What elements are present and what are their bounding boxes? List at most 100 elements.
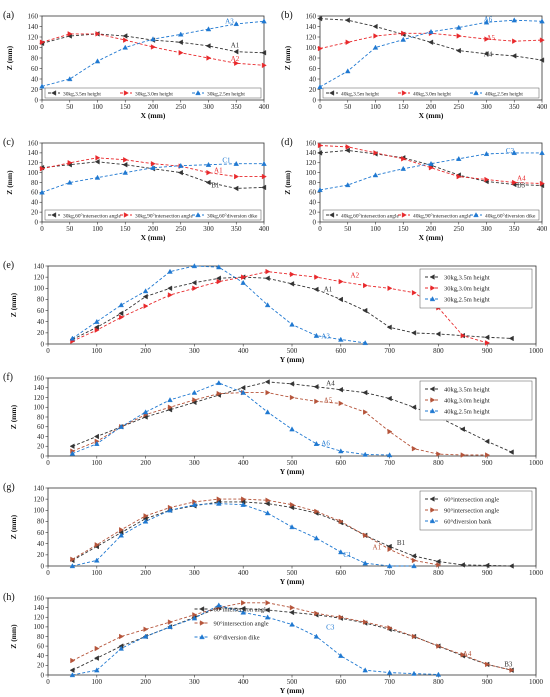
series-annotation: A4 — [326, 379, 335, 387]
data-point — [456, 24, 462, 30]
data-point — [387, 285, 393, 292]
legend-label: 30kg,2.5m height — [444, 297, 490, 304]
y-tick-label: 100 — [28, 44, 39, 52]
data-point — [289, 271, 295, 278]
y-tick-label: 120 — [306, 159, 317, 167]
data-point — [508, 335, 514, 342]
y-tick-label: 60 — [37, 423, 45, 431]
data-point — [338, 278, 344, 285]
y-tick-label: 160 — [28, 12, 39, 20]
data-point — [428, 28, 434, 34]
y-tick-label: 120 — [34, 614, 45, 622]
x-tick-label: 200 — [426, 103, 437, 111]
x-tick-label: 500 — [287, 347, 298, 355]
data-point — [261, 160, 267, 166]
legend-marker — [329, 90, 335, 96]
y-tick-label: 120 — [34, 394, 45, 402]
data-point — [337, 296, 343, 303]
legend-marker — [429, 408, 436, 414]
x-tick-label: 100 — [92, 347, 103, 355]
legend-box — [44, 87, 262, 99]
data-point — [387, 428, 393, 435]
x-axis-label: Y (mm) — [280, 467, 305, 476]
data-point — [119, 314, 125, 320]
legend-label: 40kg,2.5m height — [485, 91, 523, 97]
legend: 40kg,60°intersection angle 40kg,90°inters… — [322, 209, 540, 221]
data-point — [435, 671, 442, 677]
data-point — [69, 563, 76, 569]
data-point — [94, 318, 100, 324]
data-point — [118, 310, 124, 317]
data-point — [69, 335, 76, 341]
legend-marker — [473, 212, 479, 218]
legend-marker — [430, 507, 436, 513]
series-annotation: B1 — [397, 539, 406, 547]
x-tick-label: 100 — [92, 225, 103, 233]
y-tick-label: 40 — [37, 433, 45, 441]
x-tick-label: 150 — [120, 103, 131, 111]
legend-marker — [430, 285, 436, 291]
y-tick-label: 60 — [37, 307, 45, 315]
data-point — [240, 501, 246, 507]
y-tick-label: 140 — [28, 149, 39, 157]
data-point — [317, 15, 323, 22]
data-point — [167, 292, 173, 298]
data-point — [122, 161, 128, 168]
data-point — [67, 76, 73, 82]
data-point — [264, 409, 271, 415]
y-tick-label: 160 — [34, 594, 45, 602]
data-point — [411, 553, 417, 559]
y-tick-label: 140 — [28, 23, 39, 31]
series-b-0 — [317, 15, 545, 63]
y-tick-label: 20 — [309, 208, 317, 216]
series-annotation: A1 — [373, 543, 382, 551]
x-tick-label: 500 — [287, 678, 298, 686]
data-point — [313, 332, 320, 338]
data-point — [362, 560, 368, 566]
data-point — [428, 164, 434, 171]
legend: 30kg,60°intersection angle 30kg,90°inters… — [44, 209, 262, 221]
data-point — [460, 452, 466, 458]
data-point — [93, 433, 99, 440]
x-tick-label: 900 — [482, 347, 493, 355]
data-point — [317, 84, 323, 89]
data-point — [373, 33, 379, 39]
data-point — [191, 263, 198, 269]
data-point — [94, 159, 100, 165]
x-axis-label: Y (mm) — [280, 355, 305, 364]
data-point — [386, 324, 392, 331]
series-line — [72, 271, 488, 344]
legend-label: 30kg,3.0m height — [135, 91, 173, 97]
data-point — [264, 500, 270, 507]
panel-label: (h) — [3, 592, 15, 603]
y-tick-label: 80 — [31, 179, 39, 187]
y-tick-label: 120 — [28, 33, 39, 41]
y-tick-label: 0 — [41, 671, 45, 679]
data-point — [317, 187, 323, 193]
data-point — [94, 542, 100, 548]
data-point — [317, 142, 323, 149]
data-point — [93, 655, 99, 661]
data-point — [206, 55, 212, 61]
data-point — [483, 51, 489, 57]
x-tick-label: 800 — [433, 569, 444, 577]
series-g-1 — [70, 496, 442, 568]
data-point — [456, 33, 462, 39]
data-point — [70, 657, 76, 664]
y-tick-label: 100 — [306, 44, 317, 52]
x-tick-label: 1000 — [529, 678, 544, 686]
data-point — [205, 161, 212, 167]
data-point — [345, 39, 351, 45]
data-point — [122, 33, 128, 39]
x-tick-label: 200 — [140, 678, 151, 686]
legend: 30kg,3.5m height 30kg,3.0m height 30kg,2.5… — [419, 268, 533, 309]
data-point — [205, 26, 212, 32]
legend-label: 60°intersection angle — [444, 497, 499, 504]
data-point — [512, 179, 518, 186]
data-point — [240, 279, 246, 285]
data-point — [191, 501, 198, 507]
y-tick-label: 120 — [34, 273, 45, 281]
data-point — [436, 451, 442, 457]
x-tick-label: 250 — [176, 225, 187, 233]
